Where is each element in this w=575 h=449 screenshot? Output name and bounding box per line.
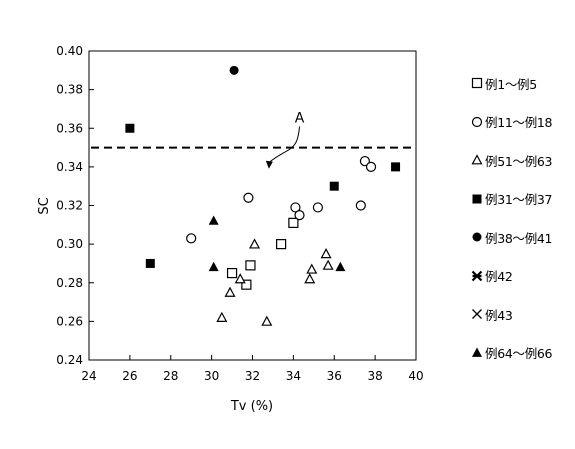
- x-tick-label: 36: [327, 369, 342, 383]
- data-point-filled-square: [330, 182, 339, 191]
- data-point-filled-square: [391, 162, 400, 171]
- y-tick-label: 0.26: [56, 314, 83, 328]
- legend-label: 例38〜例41: [485, 228, 552, 247]
- data-point-filled-circle: [230, 66, 239, 75]
- x-tick-label: 26: [122, 369, 137, 383]
- legend-label: 例42: [485, 266, 513, 285]
- plot-area: [89, 51, 416, 360]
- data-point-filled-square: [146, 259, 155, 268]
- legend-marker-open-square: [470, 76, 484, 90]
- legend-marker-filled-triangle: [470, 346, 484, 360]
- x-tick-label: 30: [204, 369, 219, 383]
- legend-item: 例31〜例37: [470, 180, 570, 219]
- data-point-open-circle: [295, 211, 304, 220]
- legend-marker-asterisk: [470, 269, 484, 283]
- legend-marker-cross: [470, 307, 484, 321]
- data-point-open-circle: [187, 234, 196, 243]
- legend-marker-filled-circle: [470, 230, 484, 244]
- x-tick-label: 40: [408, 369, 423, 383]
- legend-marker-filled-square: [470, 192, 484, 206]
- legend-label: 例43: [485, 305, 513, 324]
- legend-item: 例38〜例41: [470, 218, 570, 257]
- legend: 例1〜例5 例11〜例18 例51〜例63 例31〜例37 例38〜例41 例42 例43 例…: [470, 64, 570, 372]
- legend-marker-open-circle: [470, 115, 484, 129]
- y-tick-label: 0.34: [56, 160, 83, 174]
- x-tick-label: 24: [81, 369, 96, 383]
- y-tick-label: 0.38: [56, 83, 83, 97]
- data-point-open-square: [246, 261, 255, 270]
- x-tick-label: 28: [163, 369, 178, 383]
- legend-item: 例64〜例66: [470, 334, 570, 373]
- y-tick-label: 0.36: [56, 121, 83, 135]
- legend-label: 例11〜例18: [485, 112, 552, 131]
- data-point-open-circle: [356, 201, 365, 210]
- legend-label: 例64〜例66: [485, 343, 552, 362]
- data-point-open-square: [228, 269, 237, 278]
- legend-label: 例31〜例37: [485, 189, 552, 208]
- y-tick-label: 0.32: [56, 199, 83, 213]
- y-tick-label: 0.24: [56, 353, 83, 367]
- data-point-open-square: [277, 240, 286, 249]
- annotation-label: A: [295, 110, 305, 126]
- legend-marker-open-triangle: [470, 153, 484, 167]
- legend-label: 例51〜例63: [485, 151, 552, 170]
- legend-label: 例1〜例5: [485, 74, 537, 93]
- y-tick-label: 0.28: [56, 276, 83, 290]
- data-point-open-square: [289, 218, 298, 227]
- x-tick-label: 34: [286, 369, 301, 383]
- y-axis: 0.24 0.26 0.28 0.30 0.32 0.34 0.36 0.38 0.40: [56, 44, 94, 367]
- y-axis-label: SC: [37, 197, 52, 214]
- data-point-open-circle: [313, 203, 322, 212]
- y-tick-label: 0.30: [56, 237, 83, 251]
- data-point-filled-square: [125, 124, 134, 133]
- legend-item: 例11〜例18: [470, 103, 570, 142]
- x-axis-label: Tv (%): [230, 399, 273, 414]
- legend-item: 例1〜例5: [470, 64, 570, 103]
- legend-item: 例42: [470, 257, 570, 296]
- x-tick-label: 38: [367, 369, 382, 383]
- y-tick-label: 0.40: [56, 44, 83, 58]
- legend-item: 例51〜例63: [470, 141, 570, 180]
- data-point-open-circle: [367, 162, 376, 171]
- legend-item: 例43: [470, 295, 570, 334]
- x-tick-label: 32: [245, 369, 260, 383]
- data-point-open-circle: [244, 193, 253, 202]
